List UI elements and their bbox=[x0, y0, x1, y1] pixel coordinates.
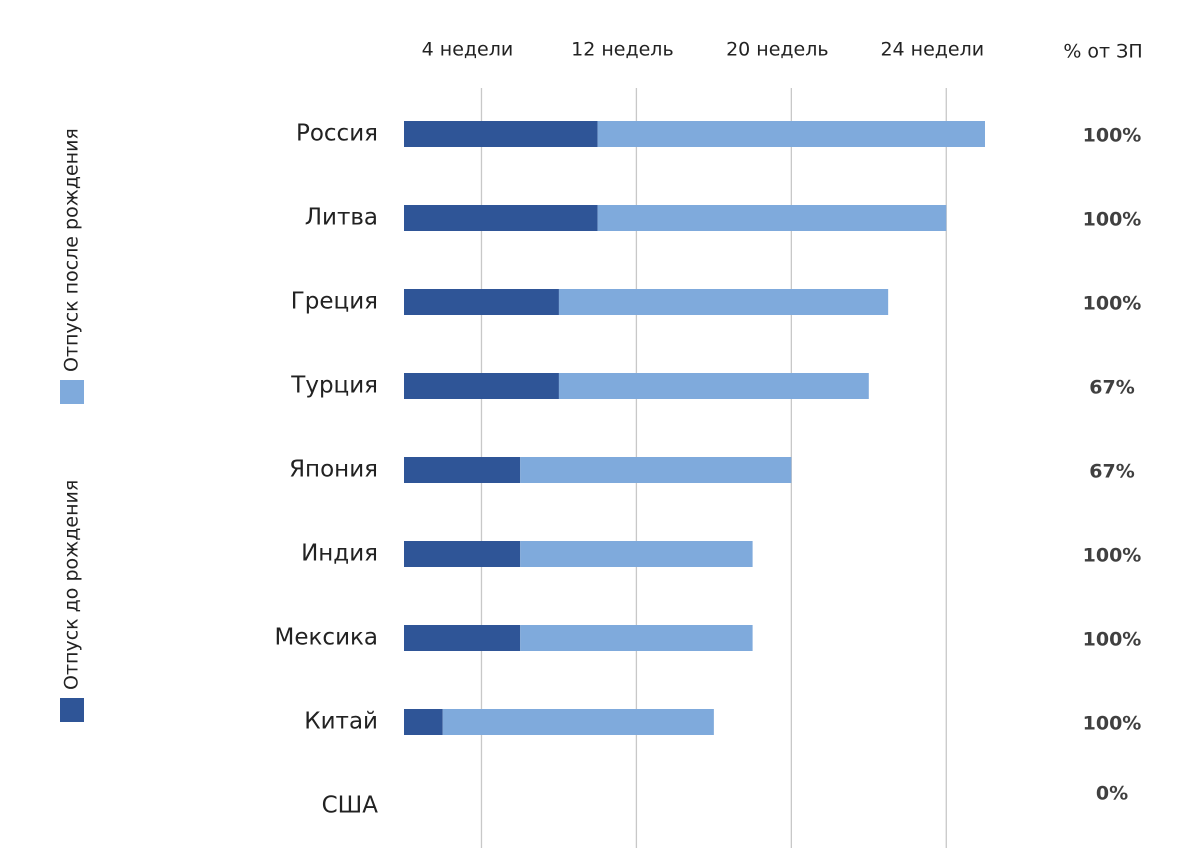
bar-segment bbox=[404, 457, 521, 483]
pay-label: 100% bbox=[1083, 209, 1142, 231]
y-tick-label: США bbox=[322, 793, 379, 819]
y-tick-label: Мексика bbox=[275, 625, 378, 651]
bar-segment bbox=[520, 457, 792, 483]
y-tick-label: Греция bbox=[291, 289, 378, 315]
pay-label: 67% bbox=[1089, 377, 1134, 399]
bar-segment bbox=[442, 709, 714, 735]
y-tick-label: Литва bbox=[305, 205, 378, 231]
bar-segment bbox=[404, 541, 521, 567]
pay-label: 67% bbox=[1089, 461, 1134, 483]
x-tick-label: 20 недель bbox=[726, 39, 829, 61]
legend-swatch bbox=[60, 380, 84, 404]
legend-label: Отпуск после рождения bbox=[61, 128, 83, 372]
pay-header: % от ЗП bbox=[1063, 41, 1142, 63]
x-tick-label: 4 недели bbox=[422, 39, 514, 61]
bar-segment bbox=[597, 205, 947, 231]
pay-label: 0% bbox=[1096, 783, 1128, 805]
x-tick-label: 24 недели bbox=[880, 39, 984, 61]
pay-label: 100% bbox=[1083, 293, 1142, 315]
bar-segment bbox=[558, 373, 869, 399]
pay-label: 100% bbox=[1083, 713, 1142, 735]
bar-segment bbox=[404, 205, 598, 231]
y-tick-label: Китай bbox=[304, 709, 378, 735]
bar-segment bbox=[404, 625, 521, 651]
bar-segment bbox=[520, 541, 753, 567]
pay-label: 100% bbox=[1083, 545, 1142, 567]
legend-label: Отпуск до рождения bbox=[61, 480, 83, 690]
y-tick-label: Турция bbox=[290, 373, 378, 399]
pay-label: 100% bbox=[1083, 125, 1142, 147]
bar-segment bbox=[558, 289, 889, 315]
x-tick-label: 12 недель bbox=[571, 39, 674, 61]
y-tick-label: Индия bbox=[301, 541, 378, 567]
legend-swatch bbox=[60, 698, 84, 722]
pay-label: 100% bbox=[1083, 629, 1142, 651]
bar-segment bbox=[404, 121, 598, 147]
bar-segment bbox=[520, 625, 753, 651]
bar-segment bbox=[404, 289, 559, 315]
bar-segment bbox=[597, 121, 985, 147]
y-tick-label: Россия bbox=[296, 121, 378, 147]
y-tick-label: Япония bbox=[289, 457, 378, 483]
bar-segment bbox=[404, 373, 559, 399]
bar-segment bbox=[404, 709, 443, 735]
